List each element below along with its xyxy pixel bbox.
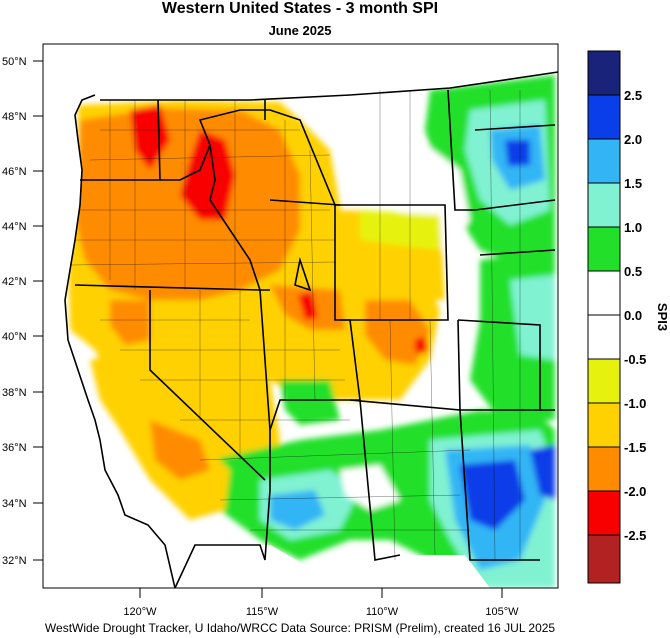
colorbar-swatch (588, 403, 620, 447)
lat-label: 48°N (2, 111, 27, 123)
lat-label: 32°N (2, 555, 27, 567)
colorbar-swatch (588, 183, 620, 227)
colorbar-swatch (588, 315, 620, 359)
colorbar-swatch (588, 227, 620, 271)
map-frame (42, 43, 559, 589)
map-panel (43, 44, 558, 588)
lat-label: 36°N (2, 442, 27, 454)
lat-label: 40°N (2, 331, 27, 343)
lat-label: 46°N (2, 166, 27, 178)
latitude-axis: 50°N 48°N 46°N 44°N 42°N 40°N 38°N 36°N … (2, 56, 43, 567)
colorbar-label: 2.0 (624, 132, 642, 147)
county-boundaries (69, 89, 521, 561)
colorbar-label: -1.5 (624, 440, 646, 455)
colorbar-label: 0.0 (624, 308, 642, 323)
state-boundaries (64, 71, 558, 588)
colorbar-label: -1.0 (624, 396, 646, 411)
colorbar-label: -0.5 (624, 352, 646, 367)
colorbar-swatch (588, 139, 620, 183)
colorbar-swatch (588, 51, 620, 95)
lat-label: 44°N (2, 221, 27, 233)
lat-label: 34°N (2, 498, 27, 510)
colorbar-label: -2.0 (624, 484, 646, 499)
colorbar-label: 1.0 (624, 220, 642, 235)
colorbar-label: 0.5 (624, 264, 642, 279)
colorbar-title: SPI3 (655, 303, 670, 331)
colorbar-label: 1.5 (624, 176, 642, 191)
lon-label: 115°W (246, 606, 279, 618)
colorbar: 2.5 2.0 1.5 1.0 0.5 0.0 -0.5 -1.0 -1.5 -… (587, 50, 670, 584)
lat-label: 50°N (2, 56, 27, 68)
spi-field (68, 75, 555, 588)
map-title: Western United States - 3 month SPI (161, 0, 439, 17)
footer-credit: WestWide Drought Tracker, U Idaho/WRCC D… (44, 621, 556, 635)
lon-label: 120°W (123, 606, 157, 618)
colorbar-swatch (588, 447, 620, 491)
lat-label: 38°N (2, 387, 27, 399)
colorbar-swatch (588, 271, 620, 315)
colorbar-swatch (588, 535, 620, 583)
colorbar-label: 2.5 (624, 88, 642, 103)
lat-label: 42°N (2, 276, 27, 288)
colorbar-label: -2.5 (624, 528, 646, 543)
lon-label: 105°W (485, 606, 519, 618)
colorbar-swatch (588, 95, 620, 139)
colorbar-swatch (588, 359, 620, 403)
colorbar-swatch (588, 491, 620, 535)
map-subtitle: June 2025 (268, 23, 332, 38)
lon-label: 110°W (366, 606, 399, 618)
longitude-axis: 120°W 115°W 110°W 105°W (123, 588, 519, 618)
